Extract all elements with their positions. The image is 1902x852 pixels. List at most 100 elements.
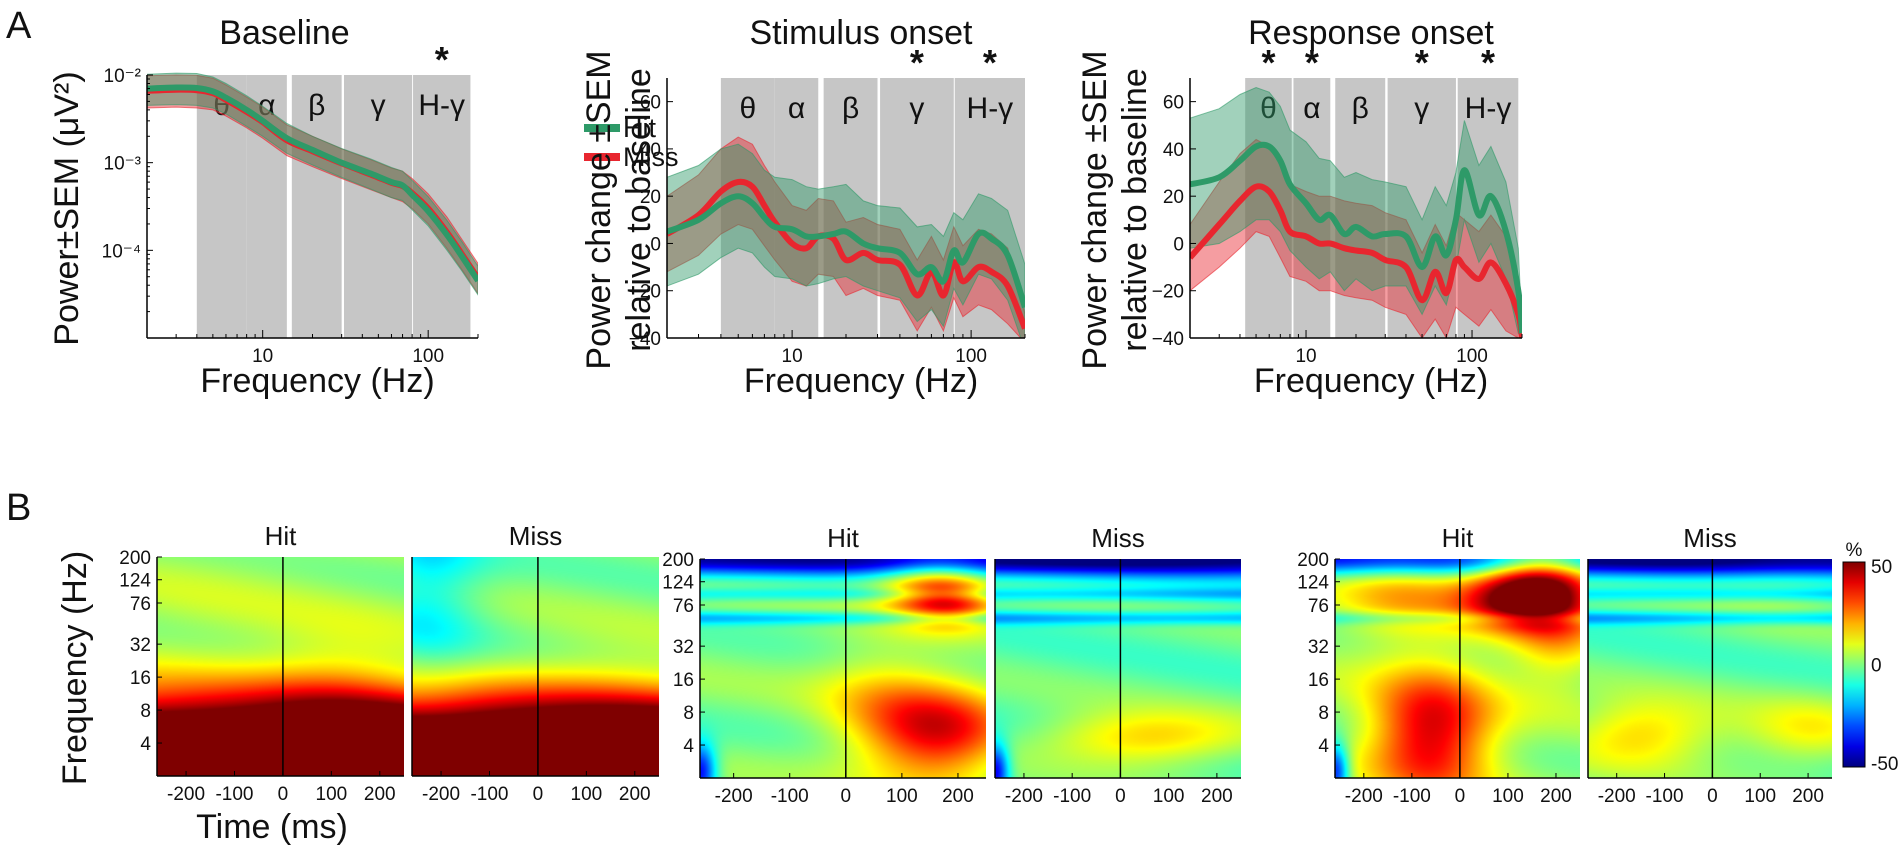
heatmap-title: Hit xyxy=(827,523,860,553)
band-response-0 xyxy=(1245,78,1292,338)
x-tick-label: 100 xyxy=(316,784,348,805)
x-tick-label: 100 xyxy=(1744,786,1776,807)
series-line-miss xyxy=(667,178,1025,330)
heatmap-image xyxy=(1335,559,1580,778)
y-axis-label-line1: Power change ±SEM xyxy=(580,50,618,369)
x-tick-label: 0 xyxy=(841,786,852,807)
y-tick-label: 124 xyxy=(662,573,694,594)
y-axis-label-line2: relative to baseline xyxy=(620,68,658,352)
x-tick-label: -100 xyxy=(470,784,508,805)
x-tick-label: 200 xyxy=(1540,786,1572,807)
band-label: β xyxy=(308,89,325,122)
colorbar-tick-label: 50 xyxy=(1871,557,1892,578)
x-tick-label: 10 xyxy=(1295,346,1316,367)
y-tick-label: 76 xyxy=(673,596,694,617)
y-tick-label: 124 xyxy=(1297,573,1329,594)
heatmap-title: Miss xyxy=(1091,523,1144,553)
y-tick-label: 76 xyxy=(1308,596,1329,617)
heatmap-image xyxy=(157,557,404,776)
line-plot-response: θ * α * β γ * H-γ * 10 100 −40 −20 0 20 40 60 Response on… xyxy=(1076,14,1523,400)
significance-star: * xyxy=(910,42,924,83)
x-tick-label: 10 xyxy=(782,346,803,367)
x-tick-label: 100 xyxy=(955,346,987,367)
y-axis-label: Power±SEM (μV²) xyxy=(48,71,86,345)
significance-star: * xyxy=(1261,42,1275,83)
x-axis-label: Frequency (Hz) xyxy=(1254,362,1488,400)
band-label: θ xyxy=(739,92,756,125)
y-tick-label: 10⁻⁴ xyxy=(102,241,141,262)
colorbar-tick-label: 0 xyxy=(1871,656,1882,677)
y-tick-label: 60 xyxy=(1163,93,1184,114)
heatmap-title: Miss xyxy=(1683,523,1736,553)
x-tick-label: 100 xyxy=(1456,346,1488,367)
x-tick-label: 100 xyxy=(412,346,444,367)
band-label: β xyxy=(1352,92,1369,125)
y-tick-label: 20 xyxy=(1163,187,1184,208)
line-plot-baseline: θ α β γ H-γ*10 10010⁻⁴10⁻³10⁻²BaselineFrequen… xyxy=(48,14,679,400)
series-line-hit xyxy=(1190,141,1522,334)
x-tick-label: -100 xyxy=(1053,786,1091,807)
x-tick-label: 100 xyxy=(571,784,603,805)
significance-star: * xyxy=(983,42,997,83)
sem-band-miss xyxy=(147,74,478,295)
x-tick-label: -200 xyxy=(1598,786,1636,807)
y-tick-label: 10⁻³ xyxy=(104,154,142,175)
heatmap-1: Miss -200 -100 0 100 200 xyxy=(411,521,659,805)
y-tick-label: 4 xyxy=(683,736,694,757)
band-baseline-3 xyxy=(343,75,413,338)
y-tick-label: 20 xyxy=(640,187,661,208)
x-tick-label: 100 xyxy=(1153,786,1185,807)
y-tick-label: 32 xyxy=(1308,637,1329,658)
x-tick-label: 0 xyxy=(1455,786,1466,807)
x-axis-label: Frequency (Hz) xyxy=(744,362,978,400)
heatmap-image xyxy=(1588,559,1832,778)
y-tick-label: 200 xyxy=(1297,550,1329,571)
band-label: H-γ xyxy=(967,92,1014,125)
y-tick-label: 32 xyxy=(130,635,151,656)
x-tick-label: 0 xyxy=(533,784,544,805)
band-baseline-2 xyxy=(291,75,342,338)
y-tick-label: −20 xyxy=(629,282,661,303)
x-tick-label: 10 xyxy=(252,346,273,367)
series-line-hit xyxy=(147,84,478,283)
y-tick-label: 40 xyxy=(1163,140,1184,161)
band-label: H-γ xyxy=(418,89,465,122)
y-tick-label: 10⁻² xyxy=(104,66,142,87)
chart-title: Response onset xyxy=(1248,14,1494,52)
heatmap-x-axis-label: Time (ms) xyxy=(196,808,348,846)
x-tick-label: 200 xyxy=(1201,786,1233,807)
significance-star: * xyxy=(1415,42,1429,83)
x-tick-label: -100 xyxy=(1393,786,1431,807)
x-tick-label: 0 xyxy=(278,784,289,805)
y-tick-label: 8 xyxy=(1318,703,1329,724)
heatmap-title: Hit xyxy=(1442,523,1475,553)
band-label: H-γ xyxy=(1465,92,1512,125)
legend-hit-label: Hit xyxy=(623,113,656,143)
x-tick-label: -200 xyxy=(167,784,205,805)
y-axis-label-line1: Power change ±SEM xyxy=(1076,50,1114,369)
y-tick-label: 0 xyxy=(650,234,661,255)
band-stimulus-2 xyxy=(823,78,878,338)
series-line-miss xyxy=(1190,183,1522,338)
heatmap-image xyxy=(700,559,986,778)
y-tick-label: −20 xyxy=(1152,282,1184,303)
colorbar-bar xyxy=(1842,561,1866,768)
y-tick-label: 16 xyxy=(1308,670,1329,691)
band-label: α xyxy=(788,92,805,125)
x-tick-label: -100 xyxy=(771,786,809,807)
band-label: β xyxy=(842,92,859,125)
y-tick-label: 4 xyxy=(1318,736,1329,757)
y-tick-label: 16 xyxy=(673,670,694,691)
band-label: θ xyxy=(1260,92,1277,125)
heatmap-5: Miss -200 -100 0 100 200 xyxy=(1587,523,1832,807)
significance-star: * xyxy=(435,39,449,80)
y-tick-label: 124 xyxy=(119,571,151,592)
y-tick-label: 0 xyxy=(1173,234,1184,255)
y-tick-label: 200 xyxy=(662,550,694,571)
x-tick-label: -200 xyxy=(1345,786,1383,807)
band-label: γ xyxy=(909,92,924,125)
